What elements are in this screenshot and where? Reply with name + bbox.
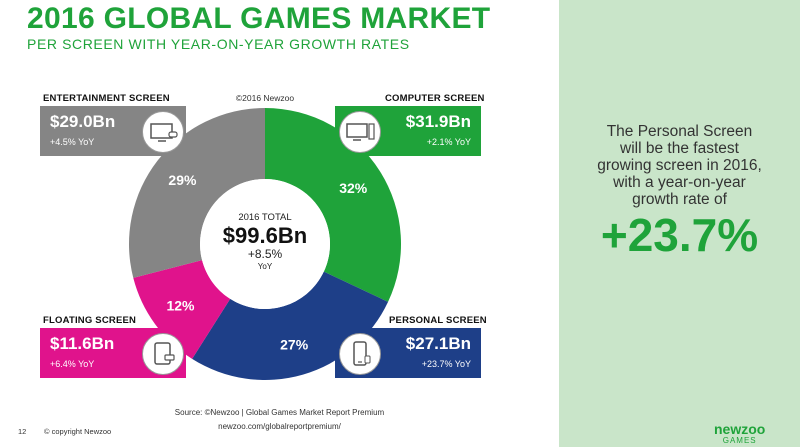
chart-copyright: ©2016 Newzoo	[236, 93, 295, 103]
computer-screen-growth: +2.1% YoY	[426, 137, 471, 147]
side-panel: The Personal Screen will be the fastest …	[559, 0, 800, 447]
tv-console-icon	[142, 111, 184, 153]
entertainment-screen-growth: +4.5% YoY	[50, 137, 95, 147]
computer-screen-callout: $31.9Bn +2.1% YoY	[335, 106, 481, 156]
side-panel-line: growing screen in 2016,	[597, 157, 762, 174]
monitor-icon	[339, 111, 381, 153]
computer-screen-label: COMPUTER SCREEN	[385, 93, 485, 104]
center-total-value: $99.6Bn	[223, 223, 307, 248]
footer-copyright: © copyright Newzoo	[44, 427, 112, 436]
center-total-label: 2016 TOTAL	[238, 212, 291, 223]
donut-slices	[129, 108, 401, 380]
side-panel-line: will be the fastest	[620, 140, 739, 157]
center-growth-unit: YoY	[258, 262, 273, 271]
smartphone-icon	[339, 333, 381, 375]
center-growth-value: +8.5%	[248, 247, 283, 261]
side-panel-line: with a year-on-year	[613, 174, 746, 191]
page-title: 2016 GLOBAL GAMES MARKET	[27, 2, 491, 35]
logo-sub: GAMES	[722, 436, 757, 445]
slice-percent-label: 27%	[280, 336, 309, 352]
logo-word: newzoo	[714, 421, 766, 437]
source-line: Source: ©Newzoo | Global Games Market Re…	[174, 408, 385, 417]
donut-slice-floating-screen	[133, 260, 231, 359]
side-panel-text: The Personal Screen will be the fastest …	[559, 123, 800, 208]
donut-chart: 32% 27% 12% 29% ©2016 Newzoo 2016 TOTAL $99…	[129, 93, 401, 380]
donut-hole	[200, 179, 330, 309]
floating-screen-value: $11.6Bn	[50, 334, 115, 353]
personal-screen-value: $27.1Bn	[405, 334, 471, 353]
entertainment-screen-label: ENTERTAINMENT SCREEN	[43, 93, 170, 104]
entertainment-screen-value: $29.0Bn	[50, 112, 116, 131]
entertainment-screen-callout: $29.0Bn +4.5% YoY	[40, 106, 186, 156]
floating-screen-growth: +6.4% YoY	[50, 359, 95, 369]
personal-screen-growth: +23.7% YoY	[421, 359, 471, 369]
computer-screen-value: $31.9Bn	[405, 112, 471, 131]
personal-screen-label: PERSONAL SCREEN	[389, 315, 487, 326]
slice-percent-label: 32%	[339, 180, 368, 196]
side-panel-highlight: +23.7%	[600, 209, 759, 261]
donut-slice-labels: 32% 27% 12% 29%	[166, 172, 367, 352]
side-panel-line: growth rate of	[632, 191, 727, 208]
source-url: newzoo.com/globalreportpremium/	[218, 422, 341, 431]
slice-percent-label: 12%	[166, 297, 195, 313]
tablet-icon	[142, 333, 184, 375]
slice-percent-label: 29%	[168, 172, 197, 188]
floating-screen-label: FLOATING SCREEN	[43, 315, 137, 326]
side-panel-line: The Personal Screen	[606, 123, 753, 140]
personal-screen-callout: $27.1Bn +23.7% YoY	[335, 328, 481, 378]
page-subtitle: PER SCREEN WITH YEAR-ON-YEAR GROWTH RATE…	[27, 36, 410, 52]
page-number: 12	[18, 427, 27, 436]
donut-slice-computer-screen	[265, 108, 401, 302]
newzoo-logo: newzoo GAMES	[714, 421, 766, 445]
floating-screen-callout: $11.6Bn +6.4% YoY	[40, 328, 186, 378]
donut-slice-entertainment-screen	[129, 108, 265, 278]
